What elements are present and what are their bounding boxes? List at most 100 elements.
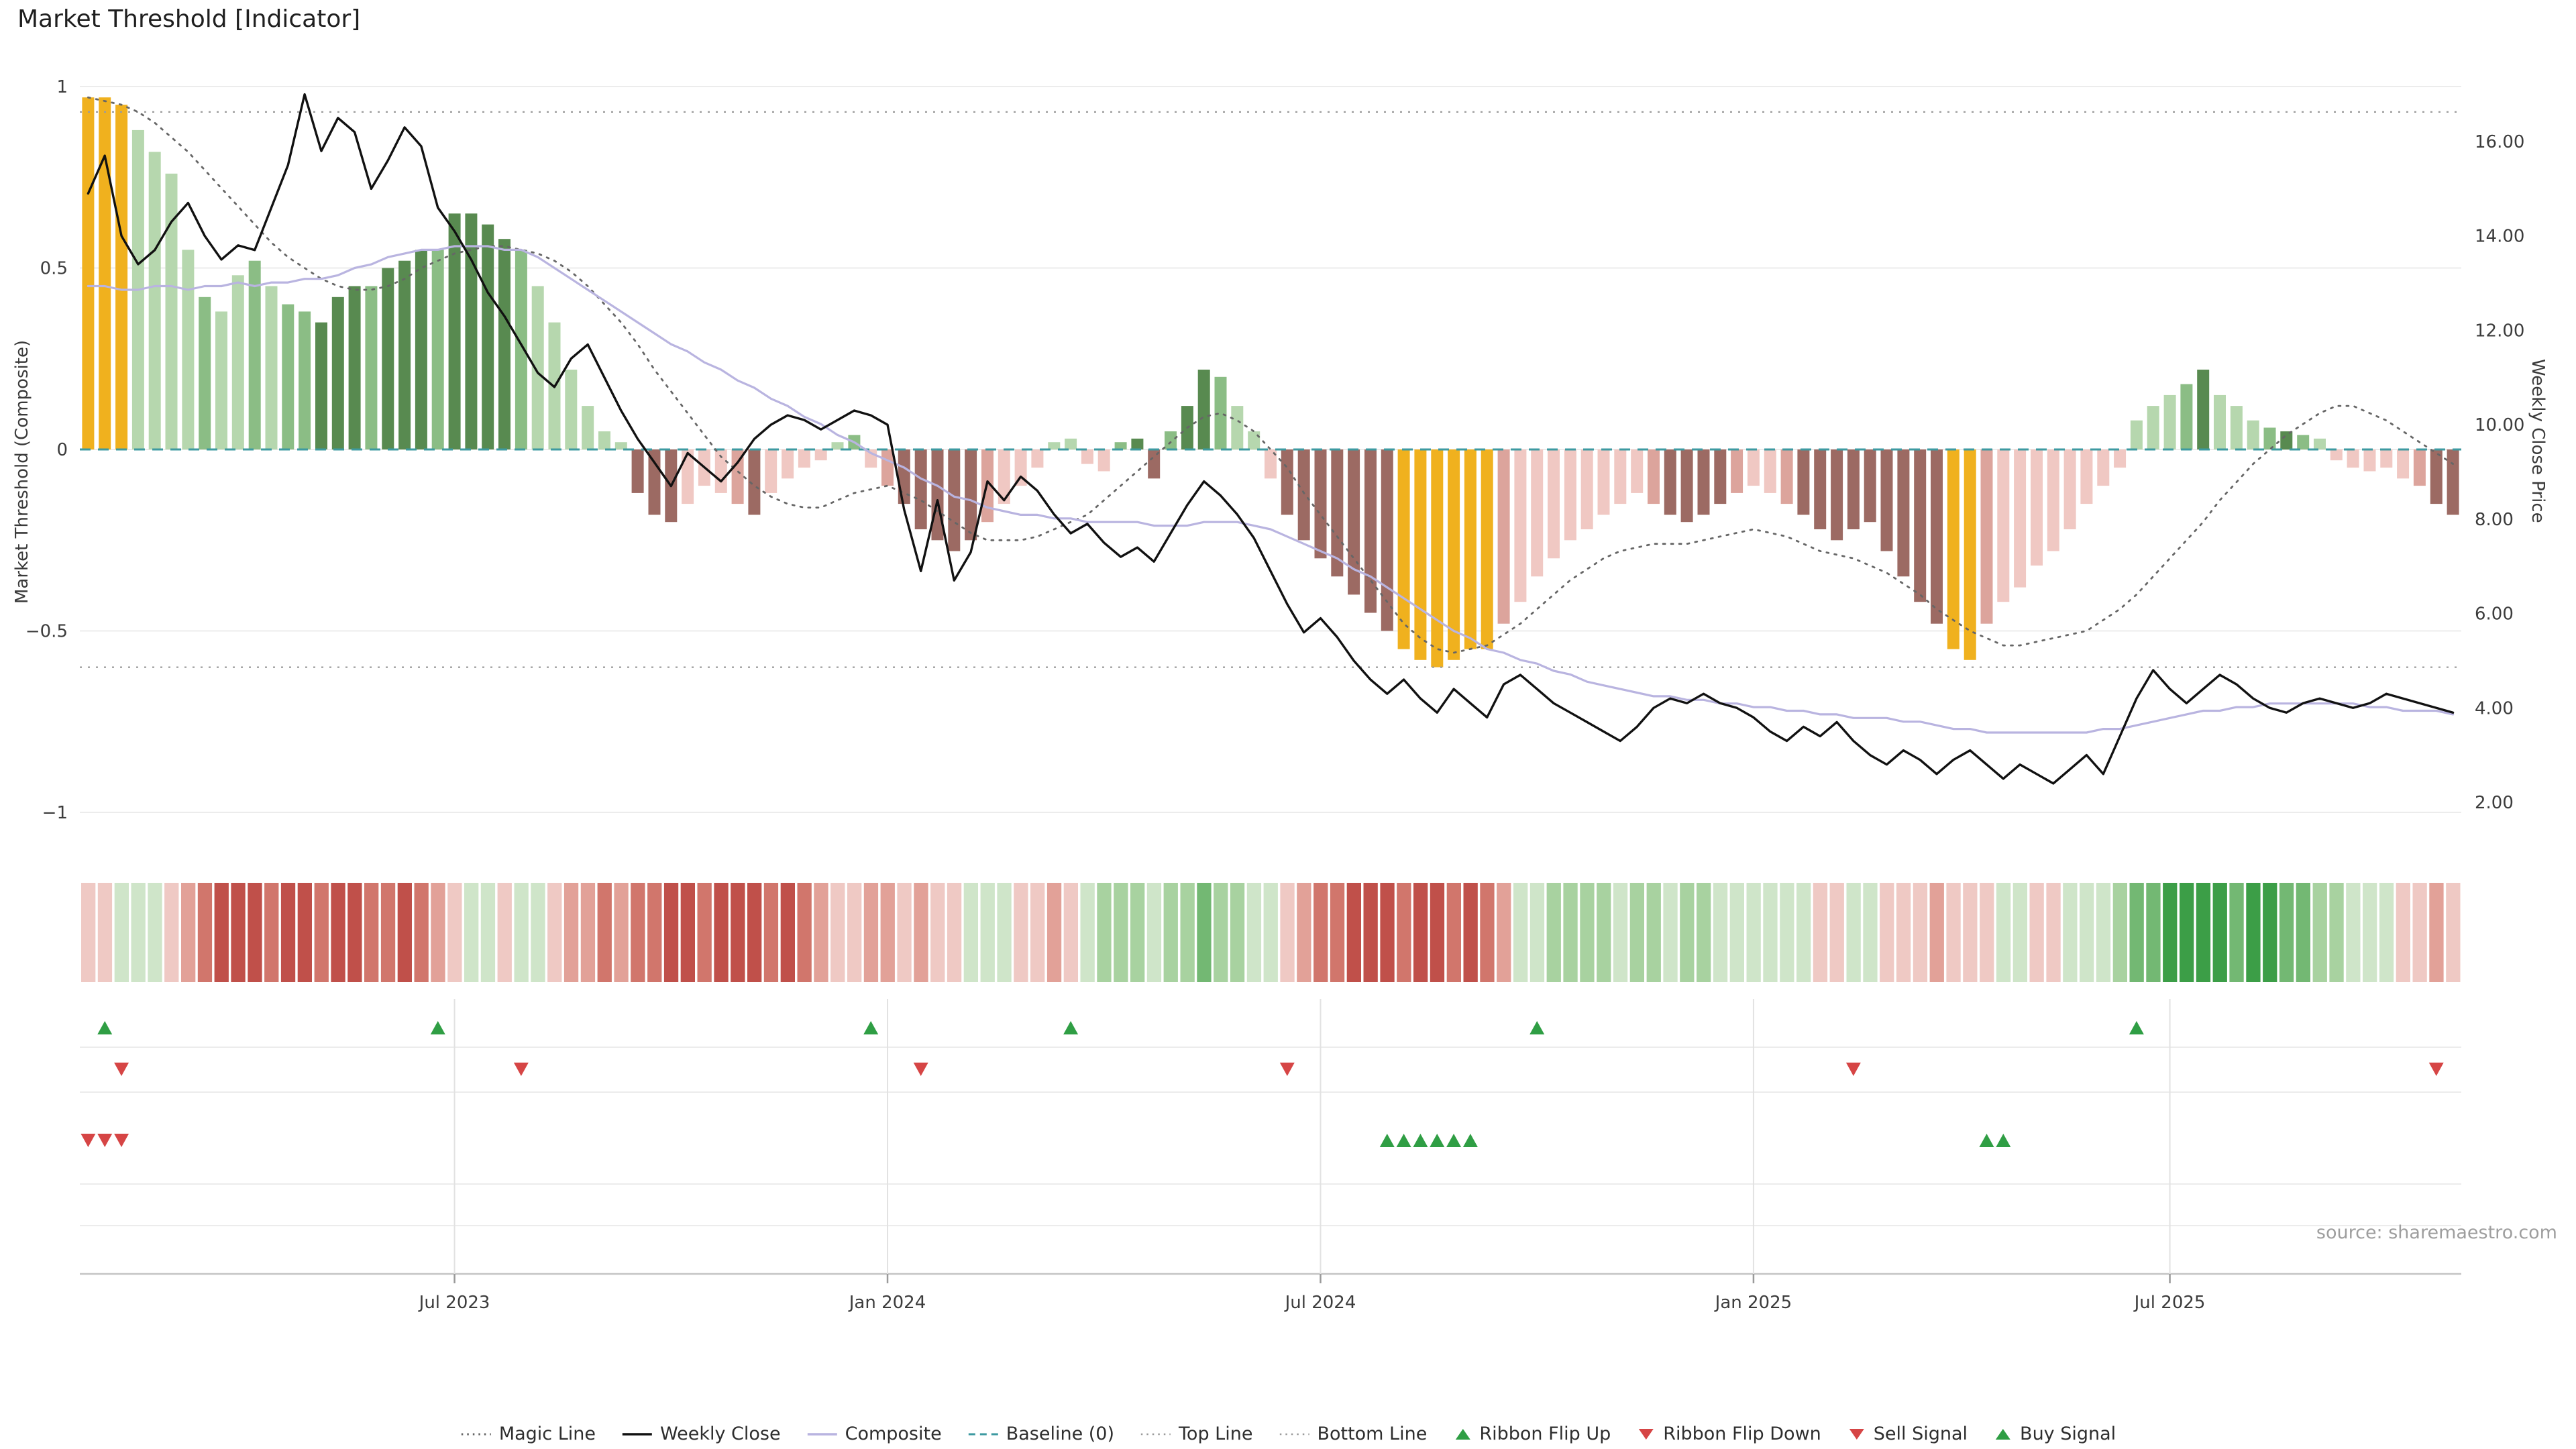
legend-item: Ribbon Flip Down bbox=[1636, 1424, 1821, 1444]
ribbon-cell bbox=[1230, 883, 1245, 982]
threshold-bar bbox=[299, 311, 311, 449]
threshold-bar bbox=[565, 370, 578, 449]
threshold-bar bbox=[2263, 427, 2276, 449]
threshold-bar bbox=[248, 260, 261, 449]
threshold-bar bbox=[1097, 449, 1110, 472]
ribbon-cell bbox=[248, 883, 262, 982]
threshold-bar bbox=[648, 449, 661, 515]
threshold-bar bbox=[1897, 449, 1910, 577]
ribbon-cell bbox=[464, 883, 479, 982]
ribbon-cell bbox=[280, 883, 296, 982]
threshold-bar bbox=[165, 173, 178, 449]
threshold-bar bbox=[1114, 442, 1127, 449]
ribbon-cell bbox=[1846, 883, 1861, 982]
ribbon-cell bbox=[2446, 883, 2461, 982]
threshold-bar bbox=[2214, 394, 2226, 449]
buy-signal-marker bbox=[1979, 1134, 1994, 1147]
ribbon-cell bbox=[2029, 883, 2044, 982]
ribbon-flip-up-marker bbox=[430, 1021, 445, 1034]
ribbon-cell bbox=[164, 883, 179, 982]
ribbon-flip-up-marker bbox=[2129, 1021, 2144, 1034]
legend-label: Ribbon Flip Down bbox=[1663, 1424, 1821, 1444]
ribbon-cell bbox=[1729, 883, 1744, 982]
buy-signal-marker bbox=[1379, 1134, 1395, 1147]
ribbon-cell bbox=[697, 883, 712, 982]
legend-item: Composite bbox=[806, 1424, 942, 1444]
threshold-bar bbox=[482, 224, 494, 449]
tri-down-swatch-icon bbox=[1639, 1428, 1654, 1440]
ribbon-cell bbox=[2212, 883, 2227, 982]
threshold-bar bbox=[1131, 438, 1144, 449]
threshold-bar bbox=[531, 286, 544, 449]
threshold-bar bbox=[2014, 449, 2027, 588]
ribbon-cell bbox=[880, 883, 895, 982]
tick-label: 0.5 bbox=[40, 259, 68, 279]
ribbon-cell bbox=[364, 883, 379, 982]
ribbon-cell bbox=[1380, 883, 1395, 982]
threshold-bar bbox=[1497, 449, 1510, 624]
ribbon-cell bbox=[2363, 883, 2377, 982]
ribbon-cell bbox=[2279, 883, 2294, 982]
ribbon-cell bbox=[2379, 883, 2394, 982]
ribbon-cell bbox=[1397, 883, 1411, 982]
sell-signal-marker bbox=[114, 1134, 129, 1147]
threshold-bar bbox=[998, 449, 1010, 504]
ribbon-cell bbox=[830, 883, 845, 982]
threshold-bar bbox=[1931, 449, 1943, 624]
threshold-bar bbox=[465, 213, 478, 449]
threshold-bar bbox=[315, 322, 327, 449]
right-axis-title: Weekly Close Price bbox=[2528, 359, 2548, 523]
legend-item: Baseline (0) bbox=[967, 1424, 1114, 1444]
legend-item: Ribbon Flip Up bbox=[1452, 1424, 1611, 1444]
signal-markers bbox=[80, 1021, 2444, 1147]
ribbon-cell bbox=[814, 883, 828, 982]
ribbon-cell bbox=[1646, 883, 1661, 982]
ribbon-cell bbox=[2129, 883, 2144, 982]
ribbon-cell bbox=[647, 883, 662, 982]
ribbon-flip-down-marker bbox=[114, 1063, 129, 1076]
dotted-dark-swatch-icon bbox=[461, 1433, 491, 1435]
buy-signal-marker bbox=[1996, 1134, 2011, 1147]
threshold-bar bbox=[1764, 449, 1776, 493]
threshold-bar bbox=[282, 304, 294, 449]
ribbon-cell bbox=[531, 883, 545, 982]
threshold-bar bbox=[1814, 449, 1827, 529]
ribbon-cell bbox=[1929, 883, 1944, 982]
threshold-bar bbox=[714, 449, 727, 493]
threshold-bar bbox=[398, 260, 411, 449]
buy-signal-marker bbox=[1413, 1134, 1428, 1147]
ribbon-cell bbox=[1097, 883, 1112, 982]
ribbon-cell bbox=[347, 883, 362, 982]
ribbon-cell bbox=[1280, 883, 1295, 982]
threshold-bar bbox=[82, 97, 95, 449]
threshold-bar bbox=[782, 449, 794, 479]
ribbon-cell bbox=[1880, 883, 1894, 982]
threshold-bar bbox=[1448, 449, 1460, 660]
threshold-bar bbox=[1348, 449, 1360, 595]
tri-up-swatch-icon bbox=[1996, 1428, 2011, 1440]
threshold-bar bbox=[1364, 449, 1377, 613]
threshold-bar bbox=[231, 275, 244, 449]
threshold-bar bbox=[1414, 449, 1427, 660]
ribbon-cell bbox=[1446, 883, 1461, 982]
threshold-bar bbox=[1864, 449, 1876, 523]
threshold-bar bbox=[1031, 449, 1044, 468]
ribbon-cell bbox=[1080, 883, 1095, 982]
ribbon-flip-down-marker bbox=[2428, 1063, 2444, 1076]
threshold-bar bbox=[1548, 449, 1560, 559]
threshold-bar bbox=[1697, 449, 1710, 515]
tick-label: Jul 2023 bbox=[418, 1293, 490, 1313]
ribbon-cell bbox=[614, 883, 629, 982]
ribbon-cell bbox=[1297, 883, 1311, 982]
threshold-bar bbox=[1731, 449, 1743, 493]
threshold-bar bbox=[448, 213, 461, 449]
ribbon-cell bbox=[1046, 883, 1062, 982]
threshold-bar bbox=[199, 297, 211, 449]
threshold-bar bbox=[515, 250, 527, 449]
ribbon-cell bbox=[497, 883, 512, 982]
threshold-bar bbox=[1564, 449, 1576, 541]
threshold-bar bbox=[881, 449, 894, 486]
ribbon-cell bbox=[2012, 883, 2027, 982]
ribbon-cell bbox=[97, 883, 113, 982]
threshold-bar bbox=[2397, 449, 2410, 479]
